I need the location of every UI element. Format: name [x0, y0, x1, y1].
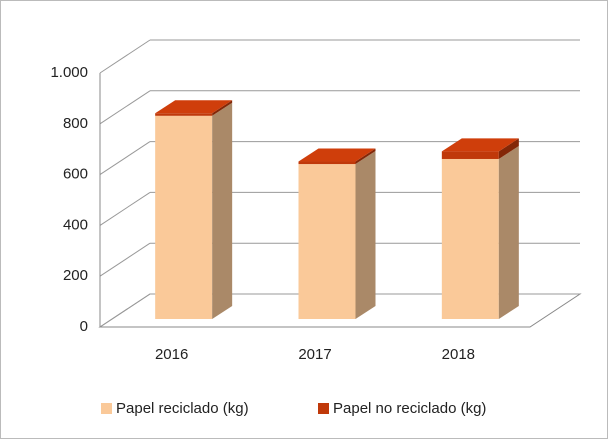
bar-segment [155, 115, 213, 319]
y-tick-label: 600 [63, 166, 88, 183]
bar-side [498, 145, 519, 319]
legend-label: Papel reciclado (kg) [116, 400, 249, 417]
y-tick-label: 1.000 [50, 64, 88, 81]
bar-top [155, 100, 233, 114]
grid-line [99, 293, 151, 328]
y-tick-label: 400 [63, 216, 88, 233]
bar-side [212, 100, 233, 116]
bar-segment [298, 161, 356, 165]
grid-line [99, 39, 151, 74]
grid-line [99, 242, 151, 277]
bar-top [298, 148, 376, 162]
legend-label: Papel no reciclado (kg) [333, 400, 486, 417]
bar-segment [298, 164, 356, 319]
grid-line [99, 90, 151, 125]
x-tick-label: 2017 [298, 346, 331, 363]
bar-segment [441, 151, 499, 159]
bar-side [212, 102, 233, 319]
bar-side [355, 151, 376, 319]
bar-side [355, 148, 376, 165]
x-tick-label: 2016 [155, 346, 188, 363]
legend-swatch [318, 403, 329, 414]
bar-segment [441, 158, 499, 319]
y-tick-label: 800 [63, 115, 88, 132]
y-tick-label: 0 [80, 318, 88, 335]
bar-top [441, 138, 519, 152]
grid-line [99, 141, 151, 176]
legend-swatch [101, 403, 112, 414]
y-tick-label: 200 [63, 267, 88, 284]
bar-segment [155, 113, 213, 116]
grid-line [99, 191, 151, 226]
x-tick-label: 2018 [442, 346, 475, 363]
bar-side [498, 138, 519, 159]
